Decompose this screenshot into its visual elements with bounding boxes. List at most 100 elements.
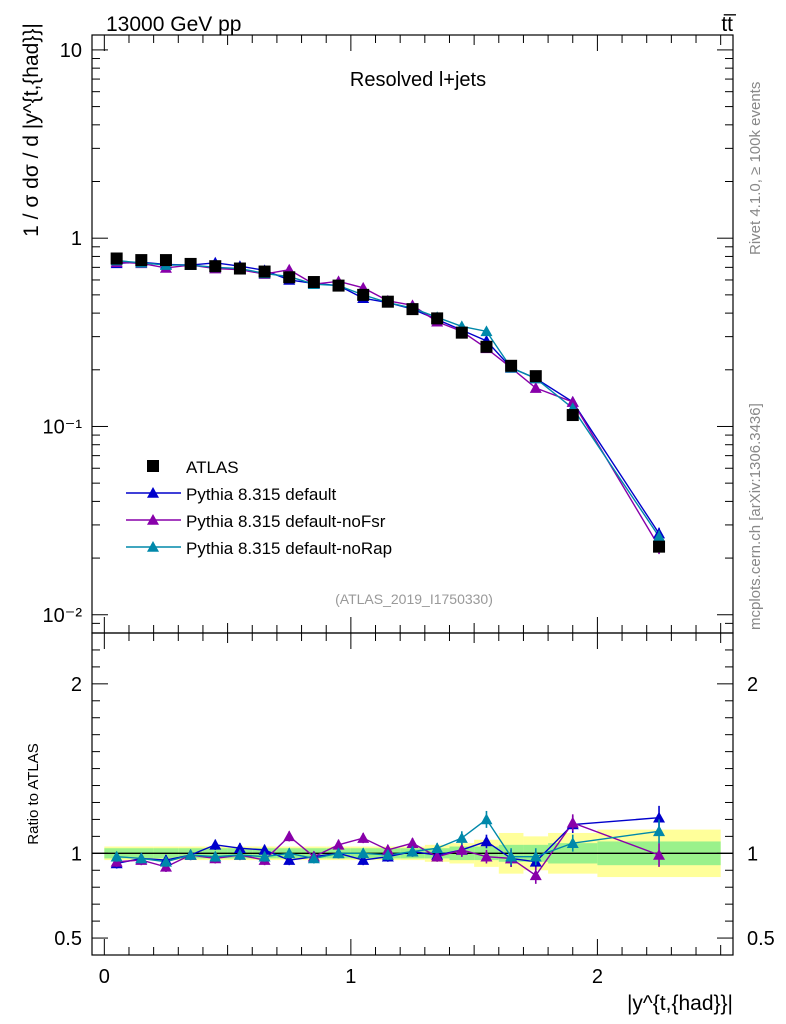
ratio-series-marker-2 (283, 830, 296, 842)
legend-series-label: Pythia 8.315 default (186, 485, 337, 504)
x-tick-label: 1 (345, 966, 356, 988)
ratio-series-marker-3 (307, 852, 320, 864)
legend-data-marker (147, 460, 159, 472)
ratio-series-marker-2 (566, 816, 579, 828)
ratio-series-marker-2 (406, 837, 419, 848)
ratio-y-tick-label: 2 (71, 674, 82, 696)
data-point-marker (209, 260, 222, 273)
data-point-marker (480, 340, 493, 353)
ratio-y-ticks: 0.5 0.5 1 1 2 2 (54, 649, 775, 950)
data-point-marker (653, 540, 666, 553)
data-point-marker (505, 359, 518, 372)
ratio-series-marker-2 (653, 849, 666, 860)
data-point-marker (332, 279, 345, 292)
legend: ATLAS Pythia 8.315 default Pythia 8.315 de… (126, 458, 392, 558)
ratio-series-marker-1 (233, 842, 246, 854)
data-point-marker (283, 271, 296, 284)
legend-data-label: ATLAS (186, 458, 239, 477)
main-y-tick-label: 10 (60, 40, 82, 62)
rivet-version-label: Rivet 4.1.0, ≥ 100k events (747, 82, 764, 255)
legend-series-marker (147, 487, 159, 498)
ratio-series-marker-3 (110, 850, 123, 862)
data-point-marker (307, 276, 320, 289)
ratio-series-line-3 (116, 818, 660, 863)
data-point-marker (357, 288, 370, 301)
data-point-marker (135, 254, 148, 267)
main-chart-title: Resolved l+jets (350, 69, 486, 91)
ratio-series-marker-1 (209, 838, 222, 850)
ratio-series-marker-3 (159, 855, 172, 867)
main-y-axis-label: 1 / σ dσ / d |y^{t,{had}}| (20, 23, 43, 237)
ratio-series-marker-3 (258, 850, 271, 862)
ratio-y-tick-label: 0.5 (54, 928, 82, 950)
main-y-ticks: 10 1 10⁻¹ 10⁻² (43, 40, 733, 634)
ratio-panel-frame (91, 632, 734, 956)
ratio-series-marker-3 (455, 832, 468, 843)
ratio-series-marker-3 (357, 847, 370, 859)
data-point-marker (258, 265, 271, 278)
ratio-series-marker-3 (209, 850, 222, 862)
main-y-tick-label: 10⁻¹ (43, 416, 83, 438)
ratio-series-marker-2 (357, 832, 370, 843)
data-point-marker (431, 312, 444, 325)
ratio-series-marker-1 (283, 854, 296, 865)
legend-series-marker (147, 541, 159, 552)
legend-series-label: Pythia 8.315 default-noRap (186, 539, 392, 558)
ratio-data-points (110, 805, 666, 884)
ratio-series-marker-3 (135, 852, 148, 864)
data-point-marker (406, 303, 419, 316)
ratio-series-marker-3 (431, 842, 444, 854)
data-point-marker (455, 326, 468, 339)
x-axis-label: |y^{t,{had}}| (627, 992, 733, 1015)
ratio-series-marker-3 (283, 847, 296, 859)
ratio-series-marker-3 (406, 845, 419, 857)
header-right-label: tt̅ (721, 13, 737, 36)
ratio-series-marker-1 (357, 854, 370, 865)
main-series-marker-2 (529, 382, 542, 393)
ratio-series-marker-3 (566, 837, 579, 848)
ratio-series-marker-2 (529, 869, 542, 881)
main-series-marker-2 (566, 395, 579, 407)
analysis-tag: (ATLAS_2019_I1750330) (335, 591, 493, 607)
ratio-series-marker-3 (332, 847, 345, 859)
ratio-y-tick-label-right: 0.5 (747, 928, 775, 950)
ratio-series-marker-2 (455, 843, 468, 855)
ratio-panel: 0.5 0.5 1 1 2 2 0 1 2 Ratio to ATLAS |y^{t,{had… (25, 632, 775, 1015)
ratio-series-marker-1 (480, 835, 493, 847)
ratio-series-marker-3 (653, 825, 666, 837)
ratio-y-axis-label: Ratio to ATLAS (25, 743, 42, 844)
main-y-tick-label: 1 (71, 228, 82, 250)
main-y-tick-label: 10⁻² (43, 605, 83, 627)
data-point-marker (381, 295, 394, 308)
ratio-series-marker-3 (529, 850, 542, 862)
ratio-y-tick-label-right: 2 (747, 674, 758, 696)
main-panel: 10 1 10⁻¹ 10⁻² Resolved l+jets (ATLAS_2019_… (20, 23, 734, 634)
main-series-marker-3 (653, 530, 666, 542)
mcplots-label: mcplots.cern.ch [arXiv:1306.3436] (747, 403, 764, 630)
ratio-series-marker-3 (381, 849, 394, 860)
ratio-series-marker-1 (653, 811, 666, 823)
ratio-x-ticks: 0 1 2 (99, 633, 722, 988)
data-point-marker (529, 370, 542, 383)
ratio-series-marker-3 (184, 849, 197, 860)
ratio-y-tick-label: 1 (71, 843, 82, 865)
x-tick-label: 0 (99, 966, 110, 988)
ratio-series-marker-2 (332, 838, 345, 850)
ratio-series-marker-2 (431, 850, 444, 862)
ratio-series-marker-2 (480, 850, 493, 862)
data-point-marker (110, 252, 123, 265)
main-y-axis-label-text: 1 / σ dσ / d |y^{t,{had}}| (20, 23, 43, 237)
ratio-series-marker-3 (233, 849, 246, 860)
ratio-series-line-1 (116, 817, 660, 865)
data-point-marker (159, 254, 172, 267)
legend-series-label: Pythia 8.315 default-noFsr (186, 512, 386, 531)
ratio-y-axis-label-text: Ratio to ATLAS (25, 743, 42, 844)
legend-series-marker (147, 514, 159, 525)
header-left-label: 13000 GeV pp (106, 13, 241, 36)
x-tick-label: 2 (592, 966, 603, 988)
data-point-marker (184, 257, 197, 270)
main-data-points (110, 252, 666, 555)
ratio-series-marker-1 (258, 843, 271, 855)
main-series-marker-3 (480, 325, 493, 337)
